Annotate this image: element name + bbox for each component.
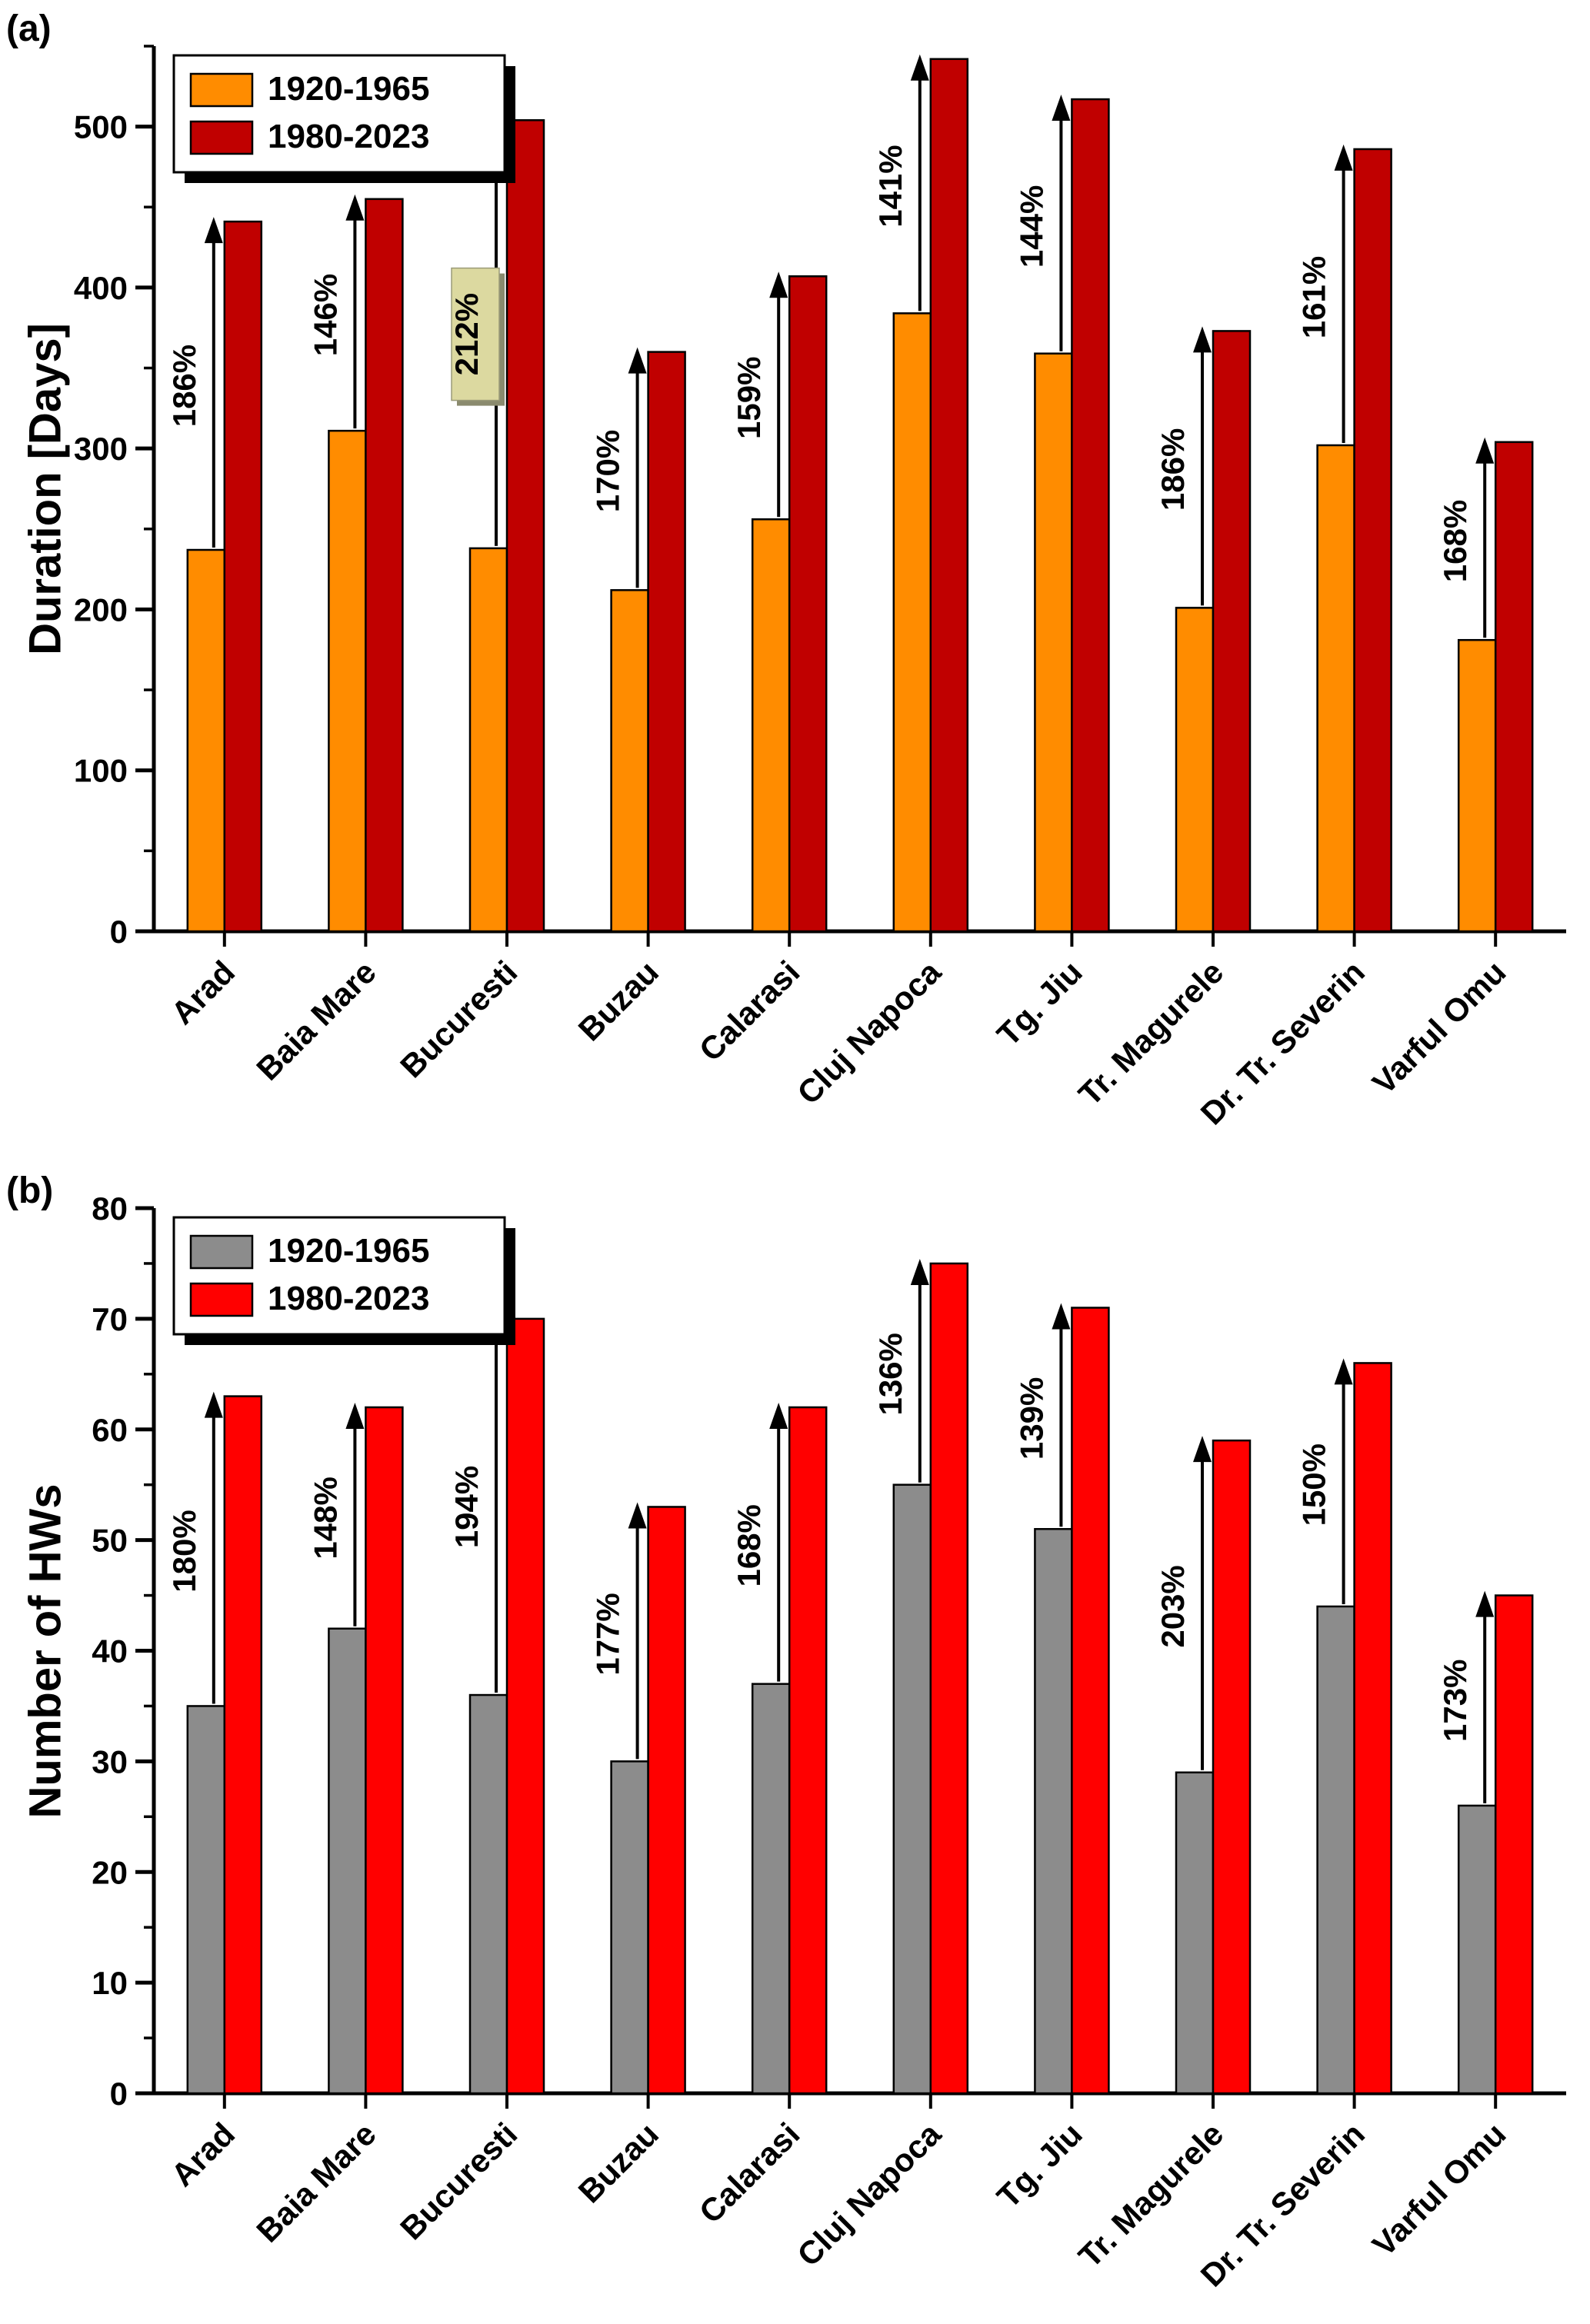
svg-text:400: 400 xyxy=(74,270,128,306)
svg-text:168%: 168% xyxy=(731,1504,767,1587)
svg-text:Calarasi: Calarasi xyxy=(692,2116,807,2230)
svg-text:70: 70 xyxy=(92,1301,128,1337)
svg-text:Tg. Jiu: Tg. Jiu xyxy=(990,954,1089,1053)
svg-text:180%: 180% xyxy=(166,1510,202,1592)
svg-text:Calarasi: Calarasi xyxy=(692,954,807,1068)
svg-text:Tg. Jiu: Tg. Jiu xyxy=(990,2116,1089,2215)
svg-text:30: 30 xyxy=(92,1743,128,1780)
svg-text:1980-2023: 1980-2023 xyxy=(268,1280,429,1317)
svg-text:146%: 146% xyxy=(307,274,343,356)
svg-text:50: 50 xyxy=(92,1523,128,1559)
svg-text:1920-1965: 1920-1965 xyxy=(268,1232,429,1270)
svg-text:186%: 186% xyxy=(166,345,202,427)
svg-text:200: 200 xyxy=(74,591,128,628)
svg-text:Arad: Arad xyxy=(164,2116,242,2193)
svg-text:10: 10 xyxy=(92,1965,128,2001)
svg-text:Baia Mare: Baia Mare xyxy=(249,954,383,1087)
svg-text:20: 20 xyxy=(92,1854,128,1890)
svg-text:194%: 194% xyxy=(448,1466,485,1548)
svg-text:1920-1965: 1920-1965 xyxy=(268,70,429,108)
panel-b: (b) Number of HWs 0 10 20 30 40 50 60 70 80 Arad 1… xyxy=(0,1162,1590,2324)
svg-text:Bucuresti: Bucuresti xyxy=(393,954,524,1084)
svg-text:100: 100 xyxy=(74,753,128,789)
svg-text:Arad: Arad xyxy=(164,954,242,1031)
svg-text:40: 40 xyxy=(92,1633,128,1670)
svg-text:141%: 141% xyxy=(872,145,908,227)
svg-text:Tr. Magurele: Tr. Magurele xyxy=(1072,2116,1231,2275)
svg-text:Tr. Magurele: Tr. Magurele xyxy=(1072,954,1231,1113)
svg-text:136%: 136% xyxy=(872,1333,908,1415)
panel-b-y-axis-title: Number of HWs xyxy=(20,1483,71,1819)
svg-text:0: 0 xyxy=(110,2076,128,2112)
svg-text:186%: 186% xyxy=(1155,428,1191,511)
panel-b-chart: 0 10 20 30 40 50 60 70 80 Arad 180% Baia Mare 148% Bu… xyxy=(92,1190,1566,2293)
svg-text:80: 80 xyxy=(92,1190,128,1227)
svg-text:144%: 144% xyxy=(1013,185,1049,268)
svg-text:500: 500 xyxy=(74,109,128,145)
svg-text:170%: 170% xyxy=(590,430,626,512)
svg-text:148%: 148% xyxy=(307,1477,343,1559)
svg-text:Cluj Napoca: Cluj Napoca xyxy=(790,954,948,1111)
panel-a: (a) Duration [Days] 0 100 200 300 400 500 Arad… xyxy=(6,8,1566,1131)
svg-text:159%: 159% xyxy=(731,357,767,439)
svg-text:300: 300 xyxy=(74,431,128,467)
panel-a-tag: (a) xyxy=(6,8,52,49)
svg-text:1980-2023: 1980-2023 xyxy=(268,118,429,155)
svg-text:173%: 173% xyxy=(1437,1660,1473,1742)
svg-text:Cluj Napoca: Cluj Napoca xyxy=(790,2116,948,2273)
svg-text:0: 0 xyxy=(110,914,128,950)
svg-text:203%: 203% xyxy=(1155,1565,1191,1647)
svg-text:168%: 168% xyxy=(1437,500,1473,582)
svg-text:Varful Omu: Varful Omu xyxy=(1365,954,1513,1101)
panel-b-tag: (b) xyxy=(6,1170,54,1211)
svg-text:Buzau: Buzau xyxy=(572,954,665,1047)
svg-text:Baia Mare: Baia Mare xyxy=(249,2116,383,2249)
panel-a-y-axis-title: Duration [Days] xyxy=(20,323,71,655)
svg-text:Bucuresti: Bucuresti xyxy=(393,2116,524,2246)
svg-text:177%: 177% xyxy=(590,1593,626,1675)
svg-text:212%: 212% xyxy=(448,293,485,375)
svg-text:Buzau: Buzau xyxy=(572,2116,665,2209)
panel-a-chart: 0 100 200 300 400 500 Arad 186% Baia Mare 146% Buc… xyxy=(74,45,1566,1131)
svg-text:60: 60 xyxy=(92,1412,128,1448)
svg-text:139%: 139% xyxy=(1013,1377,1049,1460)
svg-text:150%: 150% xyxy=(1296,1443,1332,1526)
svg-text:Varful Omu: Varful Omu xyxy=(1365,2116,1513,2263)
svg-text:161%: 161% xyxy=(1296,256,1332,338)
